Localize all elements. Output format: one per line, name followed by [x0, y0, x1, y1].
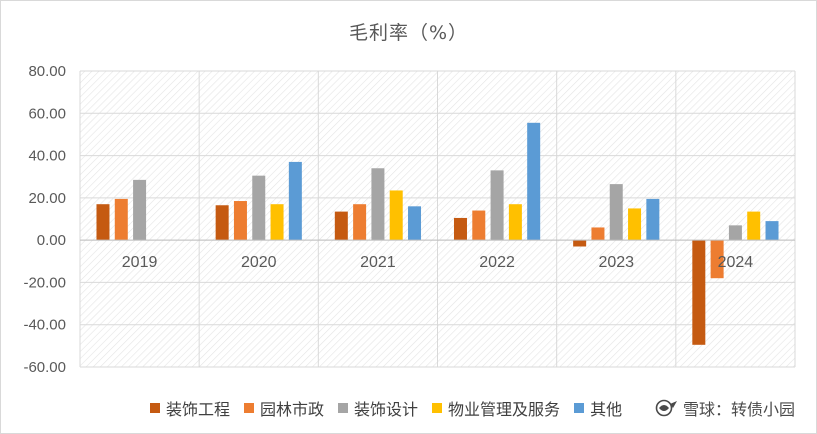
legend-label: 装饰设计 [354, 400, 419, 419]
snowball-logo-icon [655, 399, 677, 417]
x-category-label: 2021 [360, 254, 396, 271]
bar-2022-装饰工程 [453, 217, 467, 241]
bar-2023-园林市政 [591, 227, 605, 241]
bar-2022-园林市政 [472, 210, 486, 241]
legend-label: 园林市政 [260, 400, 325, 419]
legend-item: 装饰设计 [338, 396, 418, 420]
legend-swatch [574, 403, 585, 413]
bar-2024-园林市政 [710, 240, 724, 279]
y-tick-label: 80.00 [28, 63, 66, 80]
x-category-label: 2019 [122, 254, 158, 271]
legend-swatch [432, 403, 443, 413]
x-category-label: 2020 [241, 254, 277, 271]
bar-2024-其他 [765, 221, 779, 241]
bar-2020-其他 [288, 161, 302, 241]
y-tick-label: -20.00 [23, 274, 66, 291]
bar-2022-物业管理及服务 [508, 204, 522, 241]
bar-2021-园林市政 [353, 204, 367, 241]
bar-2019-园林市政 [114, 198, 128, 241]
bar-2020-园林市政 [233, 201, 247, 241]
legend-label: 装饰工程 [166, 400, 231, 419]
legend-swatch [244, 403, 255, 413]
legend-item: 物业管理及服务 [432, 396, 560, 420]
bar-2019-装饰设计 [133, 179, 147, 241]
bar-2020-物业管理及服务 [270, 204, 284, 241]
bar-2020-装饰设计 [252, 175, 266, 241]
x-category-label: 2024 [718, 254, 754, 271]
legend-swatch [338, 403, 349, 413]
bar-2024-装饰设计 [728, 225, 742, 241]
legend-label: 其他 [590, 400, 623, 419]
watermark-text: 雪球：转债小园 [683, 400, 796, 419]
bar-2023-装饰工程 [573, 240, 587, 247]
bar-2023-物业管理及服务 [628, 208, 642, 241]
bar-2019-装饰工程 [96, 204, 110, 241]
x-category-label: 2023 [598, 254, 634, 271]
bar-2022-装饰设计 [490, 170, 504, 241]
legend-swatch [150, 403, 160, 413]
bar-2023-装饰设计 [609, 184, 623, 241]
bar-2021-装饰设计 [371, 168, 385, 241]
y-tick-label: -60.00 [23, 359, 66, 376]
legend-item: 其他 [574, 396, 622, 420]
bar-2021-其他 [408, 206, 422, 241]
chart-title: 毛利率（%） [348, 22, 469, 44]
y-tick-label: 60.00 [28, 105, 66, 122]
legend-item: 装饰工程 [150, 396, 230, 420]
watermark: 雪球：转债小园 [655, 396, 795, 420]
bar-2022-其他 [527, 122, 541, 241]
y-tick-label: 20.00 [28, 190, 66, 207]
bar-2023-其他 [646, 198, 660, 241]
bar-2021-物业管理及服务 [389, 190, 403, 241]
bar-2024-物业管理及服务 [747, 211, 761, 241]
bar-2021-装饰工程 [334, 211, 348, 241]
x-category-label: 2022 [479, 254, 515, 271]
legend-item: 园林市政 [244, 396, 324, 420]
bar-2020-装饰工程 [215, 205, 229, 241]
y-tick-label: 40.00 [28, 148, 66, 165]
bar-2024-装饰工程 [692, 240, 706, 345]
legend-label: 物业管理及服务 [448, 400, 561, 419]
legend: 装饰工程 园林市政 装饰设计 物业管理及服务 其他 [150, 396, 636, 420]
y-tick-label: -40.00 [23, 317, 66, 334]
y-tick-label: 0.00 [37, 232, 66, 249]
